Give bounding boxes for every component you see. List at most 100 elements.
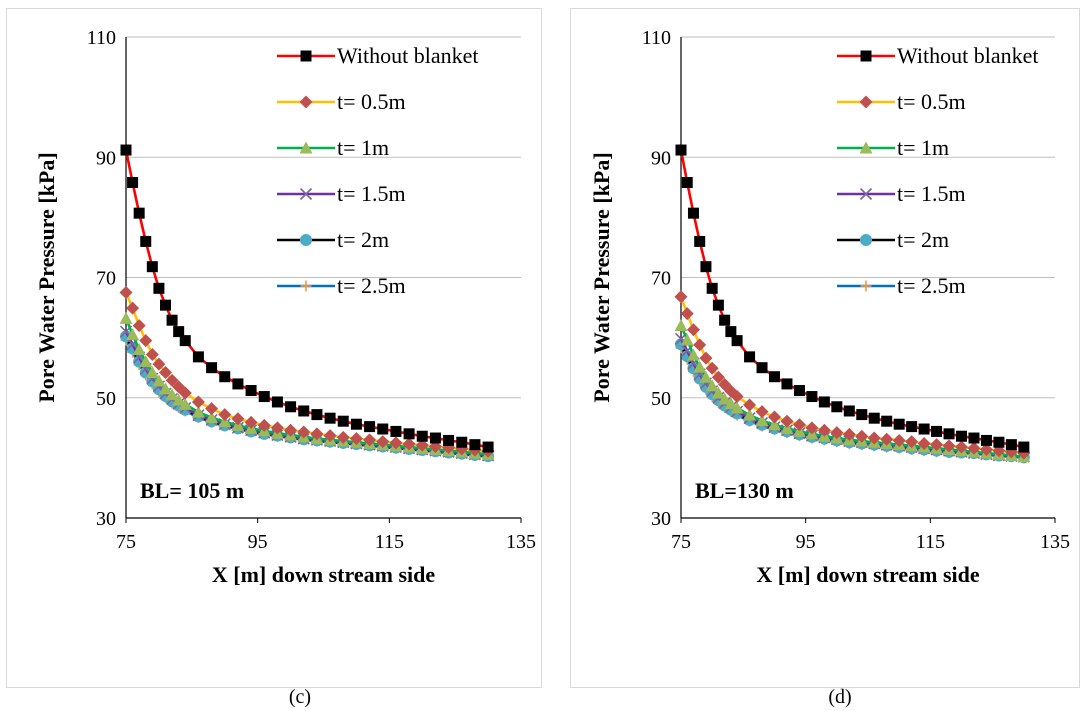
legend-marker-c-1 bbox=[299, 95, 313, 109]
data-point-c-1-7 bbox=[165, 373, 179, 387]
y-axis-title-d: Pore Water Pressure [kPa] bbox=[589, 152, 614, 402]
series-markers-d-1 bbox=[674, 290, 1031, 460]
data-point-d-0-15 bbox=[806, 391, 818, 403]
data-point-d-1-2 bbox=[686, 323, 700, 337]
data-point-d-1-22 bbox=[892, 433, 906, 447]
data-point-c-0-16 bbox=[271, 396, 283, 408]
data-point-d-1-18 bbox=[842, 427, 856, 441]
x-tick-label-d-1: 95 bbox=[796, 531, 816, 553]
y-tick-label-c-4: 110 bbox=[87, 27, 116, 49]
data-point-c-0-23 bbox=[364, 421, 376, 433]
data-point-d-2-8 bbox=[724, 397, 738, 410]
data-point-d-0-7 bbox=[719, 314, 731, 326]
data-point-c-0-6 bbox=[160, 299, 171, 311]
data-point-d-0-16 bbox=[818, 396, 830, 408]
data-point-d-1-12 bbox=[768, 410, 781, 424]
data-point-d-1-29 bbox=[979, 442, 993, 456]
legend-marker-d-1 bbox=[859, 95, 873, 109]
data-point-c-0-0 bbox=[120, 144, 132, 156]
data-point-d-0-31 bbox=[1005, 439, 1017, 451]
data-point-c-0-27 bbox=[416, 430, 428, 442]
series-markers-c-2 bbox=[119, 311, 495, 460]
data-point-c-0-15 bbox=[258, 391, 270, 403]
x-tick-label-d-3: 135 bbox=[1040, 531, 1070, 553]
data-point-d-0-0 bbox=[675, 144, 687, 156]
data-point-c-2-4 bbox=[145, 365, 159, 378]
data-point-d-0-8 bbox=[725, 326, 737, 338]
data-point-d-2-10 bbox=[743, 408, 757, 421]
data-point-c-0-13 bbox=[232, 378, 244, 390]
legend-label-d-5: t= 2.5m bbox=[897, 273, 966, 298]
chart-d-svg: 30 50 70 90 110 75 95 115 135 X [m] down stream s… bbox=[589, 27, 1070, 587]
data-point-d-0-3 bbox=[694, 235, 706, 247]
legend-label-d-2: t= 1m bbox=[897, 135, 949, 160]
y-axis-title-c: Pore Water Pressure [kPa] bbox=[34, 152, 59, 402]
data-point-c-2-6 bbox=[159, 382, 172, 395]
data-point-d-0-26 bbox=[943, 428, 955, 440]
data-point-d-1-23 bbox=[905, 435, 919, 449]
data-point-d-0-20 bbox=[868, 412, 880, 424]
data-point-c-1-27 bbox=[415, 438, 429, 452]
data-point-c-2-7 bbox=[165, 388, 179, 401]
y-tick-label-d-3: 90 bbox=[651, 147, 671, 169]
legend-marker-d-5 bbox=[860, 280, 872, 292]
data-point-d-0-24 bbox=[918, 423, 930, 435]
data-point-c-0-10 bbox=[192, 351, 204, 363]
chart-c-svg: 30 50 70 90 110 75 95 115 135 X [m] down stream s… bbox=[34, 27, 536, 587]
legend-label-d-1: t= 0.5m bbox=[897, 89, 966, 114]
legend-label-c-5: t= 2.5m bbox=[337, 273, 406, 298]
data-point-d-2-5 bbox=[705, 379, 719, 392]
data-point-d-1-17 bbox=[830, 426, 844, 440]
data-point-c-0-2 bbox=[133, 207, 145, 219]
data-point-c-0-32 bbox=[482, 441, 494, 453]
legend-marker-c-5 bbox=[300, 280, 312, 292]
data-point-c-0-14 bbox=[245, 385, 257, 397]
y-tick-label-d-4: 110 bbox=[642, 27, 671, 49]
data-point-d-1-13 bbox=[780, 414, 794, 428]
data-point-c-2-9 bbox=[178, 397, 192, 410]
data-point-c-0-31 bbox=[469, 439, 481, 451]
x-axis-title-c: X [m] down stream side bbox=[212, 562, 435, 587]
data-point-c-0-19 bbox=[311, 409, 323, 421]
data-point-d-1-21 bbox=[880, 432, 894, 446]
data-point-d-1-6 bbox=[711, 370, 725, 384]
data-point-c-1-11 bbox=[205, 402, 219, 416]
data-point-c-1-9 bbox=[178, 386, 192, 400]
data-point-c-1-12 bbox=[218, 408, 232, 422]
data-point-d-2-3 bbox=[693, 360, 707, 373]
data-point-c-0-17 bbox=[285, 401, 297, 413]
data-point-c-2-8 bbox=[172, 393, 186, 406]
chart-panel-d: 30 50 70 90 110 75 95 115 135 X [m] down stream s… bbox=[570, 8, 1080, 688]
series-markers-c-0 bbox=[120, 144, 494, 453]
data-point-c-1-4 bbox=[145, 347, 159, 361]
data-point-d-1-14 bbox=[792, 418, 806, 432]
data-point-d-2-11 bbox=[755, 414, 769, 427]
data-point-d-0-6 bbox=[712, 299, 724, 311]
y-tick-label-c-3: 90 bbox=[96, 147, 116, 169]
data-point-c-0-29 bbox=[443, 434, 455, 446]
data-point-d-0-9 bbox=[731, 335, 743, 347]
data-point-c-0-11 bbox=[206, 362, 218, 374]
data-point-d-1-4 bbox=[699, 351, 713, 365]
data-point-d-2-0 bbox=[674, 319, 688, 332]
legend-marker-c-3 bbox=[299, 187, 313, 201]
data-point-c-0-4 bbox=[146, 261, 158, 273]
data-point-c-0-7 bbox=[166, 314, 178, 326]
data-point-c-0-3 bbox=[140, 235, 152, 247]
data-point-d-0-28 bbox=[968, 432, 980, 444]
legend-label-c-3: t= 1.5m bbox=[337, 181, 406, 206]
data-point-c-1-25 bbox=[389, 436, 403, 450]
y-tick-label-c-1: 50 bbox=[96, 388, 116, 410]
legend-marker-c-0 bbox=[300, 50, 312, 62]
data-point-c-1-0 bbox=[119, 286, 133, 300]
data-point-d-0-11 bbox=[756, 362, 768, 374]
data-point-d-2-7 bbox=[718, 392, 732, 405]
data-point-d-1-8 bbox=[724, 384, 738, 398]
data-point-d-0-5 bbox=[706, 282, 718, 294]
x-tick-label-c-2: 115 bbox=[375, 531, 404, 553]
data-point-c-0-8 bbox=[173, 326, 185, 338]
data-point-c-1-16 bbox=[270, 421, 284, 435]
legend-marker-d-4 bbox=[860, 234, 872, 246]
data-point-c-0-20 bbox=[324, 412, 336, 424]
chart-panel-c: 30 50 70 90 110 75 95 115 135 X [m] down stream s… bbox=[6, 8, 542, 688]
